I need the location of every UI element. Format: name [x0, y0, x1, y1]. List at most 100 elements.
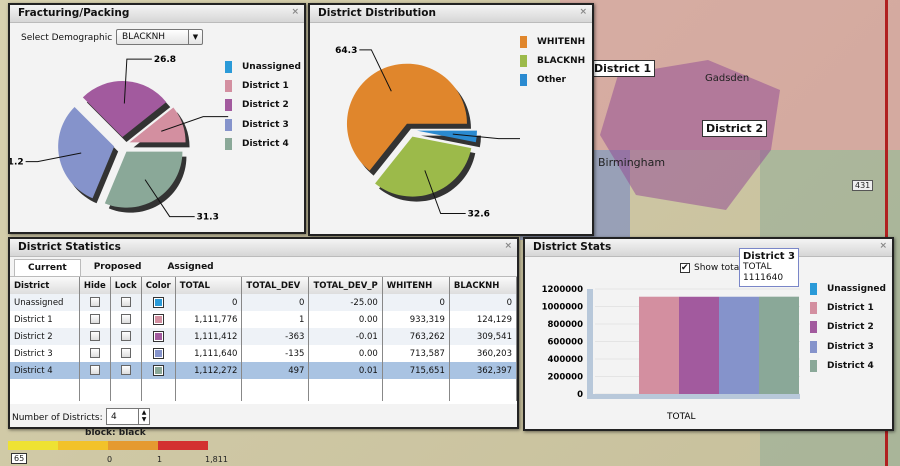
district-stats-legend: Unassigned District 1 District 2 District 3…	[810, 279, 886, 376]
legend-item[interactable]: District 4	[225, 135, 301, 154]
column-header[interactable]: TOTAL_DEV_P	[308, 277, 383, 294]
legend-label: District 1	[827, 303, 874, 314]
panel-header[interactable]: District Stats ×	[525, 239, 892, 257]
legend-label: Other	[537, 75, 566, 86]
legend-item[interactable]: District 2	[225, 96, 301, 115]
legend-item[interactable]: District 4	[810, 357, 886, 376]
lock-cell	[110, 328, 142, 345]
y-tick-label: 200000	[548, 373, 584, 383]
bar-district-4[interactable]	[759, 296, 799, 394]
scale-color-bar	[8, 441, 208, 450]
legend-swatch	[225, 138, 232, 151]
map-label-district-2: District 2	[702, 120, 768, 137]
blacknh-cell: 360,203	[449, 345, 517, 362]
lock-checkbox[interactable]	[120, 331, 131, 342]
legend-label: District 4	[242, 139, 289, 150]
legend-item[interactable]: District 3	[225, 115, 301, 134]
panel-title: District Stats	[533, 241, 612, 253]
legend-item[interactable]: District 1	[810, 298, 886, 317]
color-picker[interactable]	[152, 297, 164, 308]
pie-data-label: 31.3	[197, 213, 219, 223]
tab-assigned[interactable]: Assigned	[167, 262, 214, 272]
checkmark-icon[interactable]: ✔	[680, 263, 690, 273]
close-icon[interactable]: ×	[291, 7, 299, 17]
color-picker[interactable]	[152, 314, 164, 325]
table-row[interactable]: District 2 1,111,412 -363 -0.01 763,262 …	[10, 328, 517, 345]
pie-slice[interactable]	[375, 136, 472, 197]
hide-checkbox[interactable]	[89, 348, 100, 359]
pie-leader-line	[161, 116, 229, 132]
legend-item[interactable]: District 2	[810, 318, 886, 337]
panel-header[interactable]: Fracturing/Packing ×	[10, 5, 304, 23]
pie-slice[interactable]	[346, 63, 467, 171]
column-header[interactable]: Color	[141, 277, 176, 294]
pie-data-label: 31.2	[10, 158, 24, 168]
pie-data-label: 26.8	[154, 55, 176, 65]
num-districts-stepper[interactable]: 4 ▲ ▼	[106, 408, 150, 425]
close-icon[interactable]: ×	[879, 241, 887, 251]
column-header[interactable]: BLACKNH	[449, 277, 517, 294]
table-row[interactable]: District 4 1,112,272 497 0.01 715,651 36…	[10, 362, 517, 379]
table-row[interactable]: Unassigned 0 0 -25.00 0 0	[10, 294, 517, 311]
hide-checkbox[interactable]	[89, 331, 100, 342]
close-icon[interactable]: ×	[504, 241, 512, 251]
tab-proposed[interactable]: Proposed	[93, 262, 142, 272]
legend-item[interactable]: Unassigned	[225, 57, 301, 76]
state-border	[885, 0, 888, 466]
legend-swatch	[520, 55, 527, 68]
district-stats-bar-chart: 1200000 1000000 800000 600000 400000 200000 0 T…	[542, 285, 800, 422]
hide-checkbox[interactable]	[89, 314, 100, 325]
column-header[interactable]: TOTAL	[175, 277, 243, 294]
bar-district-2[interactable]	[679, 296, 719, 394]
demographic-select[interactable]: BLACKNH ▼	[116, 29, 203, 45]
bar-district-3[interactable]	[719, 296, 759, 394]
lock-checkbox[interactable]	[120, 314, 131, 325]
legend-item[interactable]: BLACKNH	[520, 51, 585, 70]
color-picker[interactable]	[152, 348, 164, 359]
lock-checkbox[interactable]	[120, 297, 131, 308]
column-header[interactable]: Hide	[79, 277, 111, 294]
color-picker[interactable]	[152, 331, 164, 342]
legend-item[interactable]: District 3	[810, 337, 886, 356]
show-total-checkbox[interactable]: ✔ Show total	[680, 263, 742, 273]
stats-table-container: District Hide Lock Color TOTAL TOTAL_DEV TOTAL…	[10, 276, 517, 404]
legend-item[interactable]: Unassigned	[810, 279, 886, 298]
hide-cell	[79, 311, 111, 328]
pie-slice[interactable]	[58, 106, 115, 199]
whitenh-cell: 0	[382, 294, 450, 311]
district-cell: District 2	[10, 328, 80, 345]
lock-cell	[110, 311, 142, 328]
stepper-arrows-icon[interactable]: ▲ ▼	[138, 409, 149, 424]
hide-checkbox[interactable]	[89, 365, 100, 376]
legend-item[interactable]: WHITENH	[520, 32, 585, 51]
legend-swatch	[810, 302, 817, 315]
pie-leader-line	[424, 170, 466, 215]
panel-header[interactable]: District Statistics ×	[10, 239, 517, 257]
hide-cell	[79, 294, 111, 311]
lock-checkbox[interactable]	[120, 365, 131, 376]
column-header[interactable]: Lock	[110, 277, 142, 294]
pie-slice[interactable]	[82, 81, 167, 138]
lock-checkbox[interactable]	[120, 348, 131, 359]
legend-item[interactable]: Other	[520, 71, 585, 90]
pie-slice[interactable]	[129, 107, 186, 143]
y-axis	[587, 289, 593, 399]
chevron-down-icon[interactable]: ▼	[188, 30, 202, 44]
pie-slice[interactable]	[416, 130, 477, 143]
pie-slice[interactable]	[104, 151, 183, 208]
pie-data-label: 64.3	[335, 46, 357, 56]
tab-current[interactable]: Current	[14, 259, 81, 276]
table-row[interactable]: District 3 1,111,640 -135 0.00 713,587 3…	[10, 345, 517, 362]
close-icon[interactable]: ×	[579, 7, 587, 17]
bar-district-1[interactable]	[639, 296, 679, 394]
table-row[interactable]: District 1 1,111,776 1 0.00 933,319 124,…	[10, 311, 517, 328]
total-dev-p-cell: 0.01	[308, 362, 383, 379]
panel-header[interactable]: District Distribution ×	[310, 5, 592, 23]
column-header[interactable]: TOTAL_DEV	[241, 277, 310, 294]
color-picker[interactable]	[152, 365, 164, 376]
column-header[interactable]: District	[10, 277, 80, 294]
column-header[interactable]: WHITENH	[382, 277, 450, 294]
legend-item[interactable]: District 1	[225, 76, 301, 95]
hide-checkbox[interactable]	[89, 297, 100, 308]
city-label: Birmingham	[598, 156, 666, 169]
